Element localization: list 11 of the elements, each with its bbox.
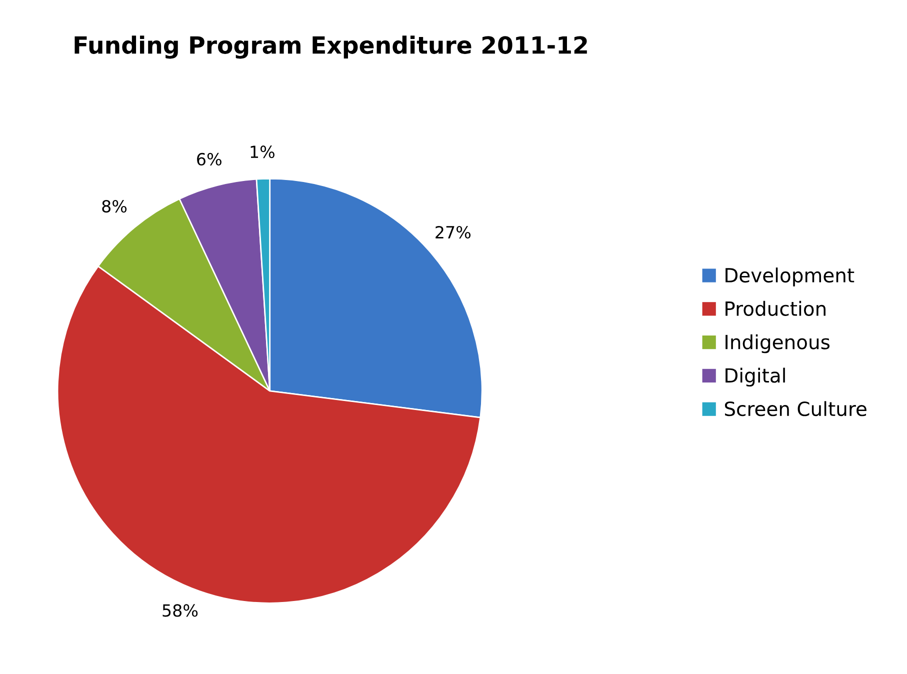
data-label: 8%: [102, 200, 127, 213]
legend-label: Indigenous: [726, 334, 830, 354]
data-label: 58%: [162, 604, 198, 617]
legend-label: Digital: [726, 368, 785, 387]
legend-label: Screen Culture: [724, 401, 866, 416]
chart-title: Funding Program Expenditure 2011-12: [74, 36, 587, 59]
legend-label: Development: [726, 268, 854, 286]
data-label: 1%: [250, 146, 274, 158]
legend-label: Production: [726, 300, 826, 316]
data-label: 6%: [197, 152, 222, 166]
data-label: 27%: [436, 226, 471, 239]
